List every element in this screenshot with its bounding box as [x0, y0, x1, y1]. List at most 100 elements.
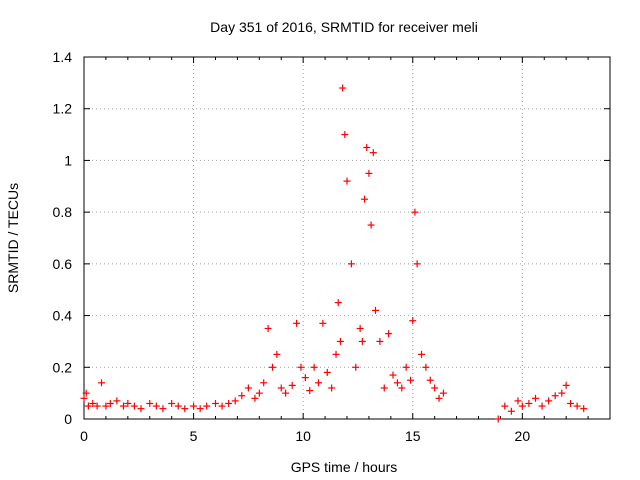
- data-point: [98, 379, 106, 387]
- x-tick-label: 5: [190, 428, 198, 444]
- data-point: [562, 381, 570, 389]
- y-tick-label: 0.8: [53, 204, 73, 220]
- data-point: [376, 337, 384, 345]
- data-point: [80, 394, 88, 402]
- data-point: [352, 363, 360, 371]
- data-point: [439, 389, 447, 397]
- grid: [84, 57, 610, 419]
- data-point: [89, 399, 97, 407]
- data-point: [545, 397, 553, 405]
- data-point: [435, 394, 443, 402]
- x-tick-label: 10: [295, 428, 311, 444]
- y-tick-label: 1.2: [53, 101, 73, 117]
- x-tick-label: 0: [80, 428, 88, 444]
- data-point: [369, 149, 377, 157]
- data-point: [181, 405, 189, 413]
- data-point: [323, 368, 331, 376]
- data-point: [525, 399, 533, 407]
- data-point: [310, 363, 318, 371]
- data-points: [80, 84, 588, 423]
- data-point: [102, 402, 110, 410]
- data-point: [319, 319, 327, 327]
- data-point: [367, 221, 375, 229]
- data-point: [231, 397, 239, 405]
- data-point: [580, 405, 588, 413]
- data-point: [418, 350, 426, 358]
- y-tick-label: 0.2: [53, 359, 73, 375]
- data-point: [371, 306, 379, 314]
- data-point: [567, 399, 575, 407]
- data-point: [159, 405, 167, 413]
- data-point: [238, 392, 246, 400]
- data-point: [538, 402, 546, 410]
- data-point: [389, 371, 397, 379]
- data-point: [84, 402, 92, 410]
- data-point: [393, 379, 401, 387]
- data-point: [273, 350, 281, 358]
- data-point: [277, 384, 285, 392]
- data-point: [306, 387, 314, 395]
- data-point: [82, 389, 90, 397]
- data-point: [124, 399, 132, 407]
- data-point: [380, 384, 388, 392]
- data-point: [402, 363, 410, 371]
- data-point: [315, 379, 323, 387]
- data-point: [196, 405, 204, 413]
- data-point: [255, 389, 263, 397]
- data-point: [398, 384, 406, 392]
- data-point: [225, 399, 233, 407]
- data-point: [507, 407, 515, 415]
- data-point: [130, 402, 138, 410]
- data-point: [282, 389, 290, 397]
- data-point: [268, 363, 276, 371]
- y-tick-label: 1.4: [53, 49, 73, 65]
- data-point: [113, 397, 121, 405]
- data-point: [244, 384, 252, 392]
- data-point: [212, 399, 219, 407]
- data-point: [363, 144, 371, 151]
- data-point: [413, 260, 421, 268]
- y-tick-label: 0.6: [53, 256, 73, 272]
- data-point: [190, 402, 198, 410]
- data-point: [411, 208, 419, 216]
- data-point: [339, 84, 347, 92]
- data-point: [422, 363, 430, 371]
- data-point: [137, 405, 145, 413]
- x-tick-label: 20: [515, 428, 531, 444]
- data-point: [203, 402, 211, 410]
- data-point: [356, 325, 364, 332]
- data-point: [251, 394, 259, 402]
- data-point: [385, 330, 393, 338]
- data-point: [358, 337, 366, 345]
- data-point: [218, 402, 226, 410]
- data-point: [501, 402, 509, 410]
- data-point: [93, 402, 101, 410]
- data-point: [365, 169, 373, 177]
- data-point: [106, 399, 114, 407]
- data-point: [301, 374, 309, 382]
- data-point: [343, 177, 351, 185]
- data-point: [336, 337, 344, 345]
- data-point: [514, 397, 522, 405]
- y-axis-label: SRMTID / TECUs: [5, 183, 21, 293]
- data-point: [168, 399, 176, 407]
- data-point: [431, 384, 439, 392]
- data-point: [288, 381, 296, 389]
- data-point: [297, 363, 305, 371]
- data-point: [293, 319, 301, 327]
- data-point: [174, 402, 182, 410]
- data-point: [558, 389, 566, 397]
- chart-title: Day 351 of 2016, SRMTID for receiver mel…: [210, 19, 478, 35]
- data-point: [551, 392, 559, 400]
- data-point: [328, 384, 336, 392]
- data-point: [347, 260, 355, 268]
- data-point: [494, 415, 502, 423]
- data-point: [260, 379, 268, 387]
- data-point: [119, 402, 127, 410]
- data-point: [407, 376, 415, 384]
- data-point: [152, 402, 160, 410]
- ticks: 0 5 10 15 20 0 0.2 0.4 0.6 0.8 1 1.2 1.4: [53, 49, 611, 444]
- y-tick-label: 0: [64, 411, 72, 427]
- data-point: [518, 402, 526, 410]
